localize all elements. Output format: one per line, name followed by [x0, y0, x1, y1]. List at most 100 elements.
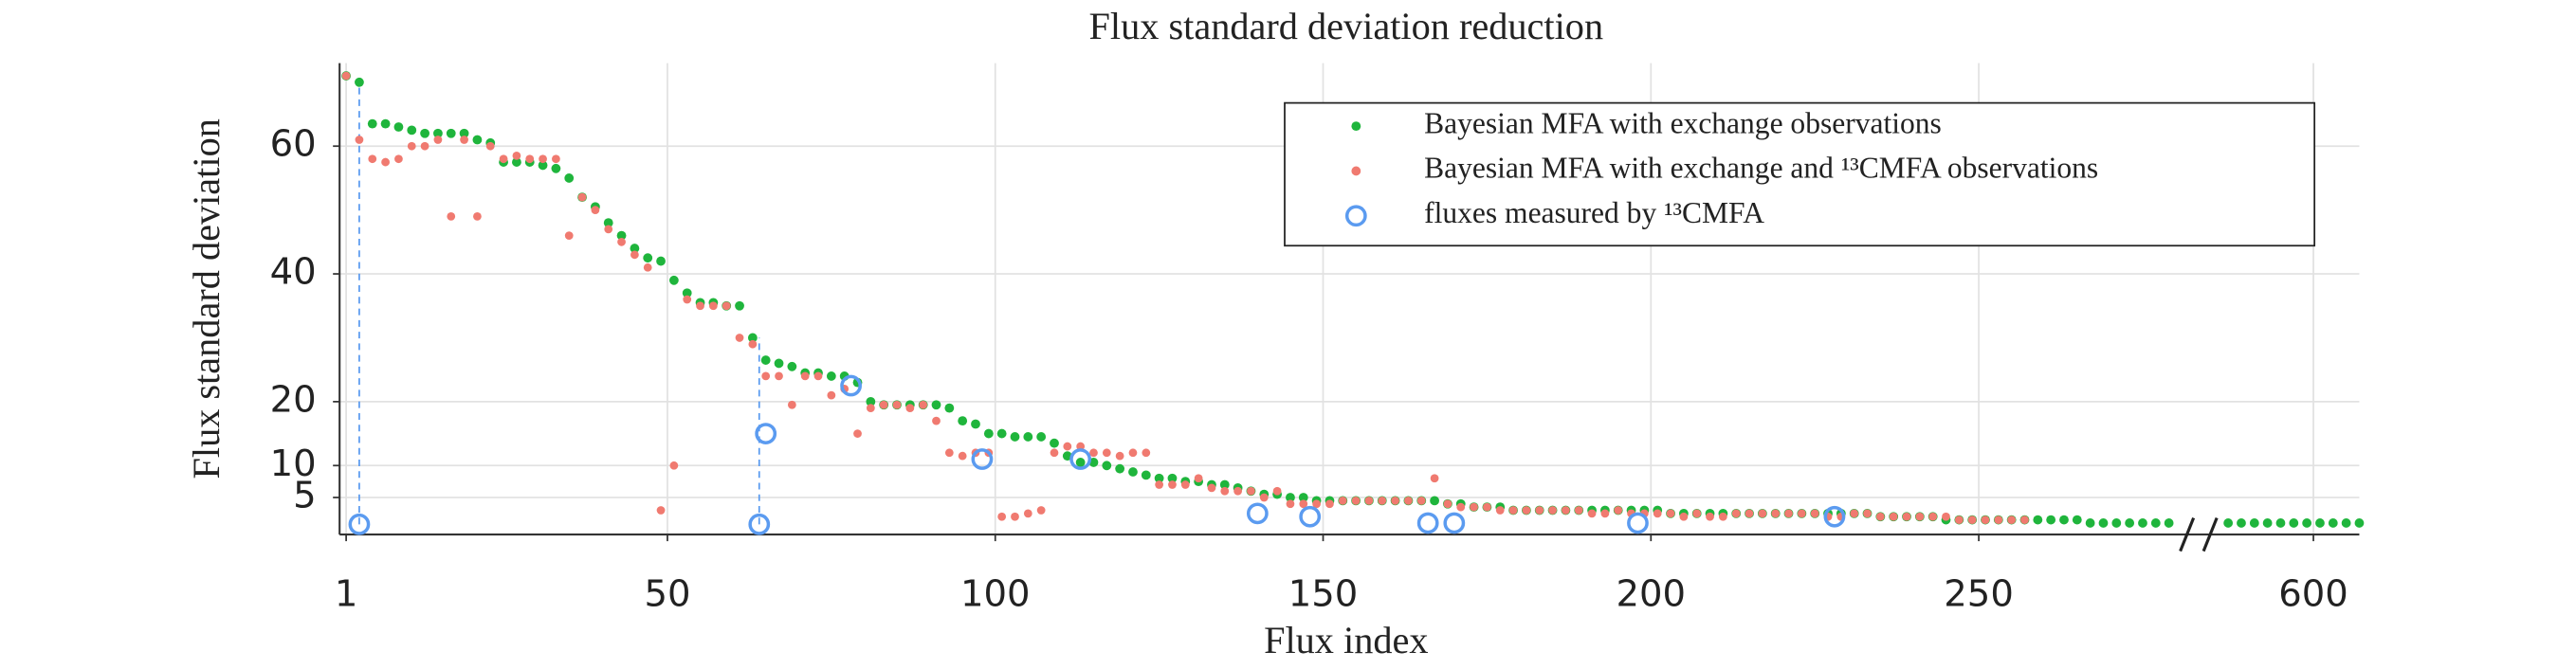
data-point [696, 301, 704, 311]
data-point [983, 428, 994, 439]
data-point [971, 419, 980, 429]
measured-flux-marker [840, 374, 862, 397]
data-point [512, 157, 521, 167]
x-axis-label: Flux index [1264, 619, 1428, 661]
data-point [2059, 515, 2069, 525]
data-point [407, 141, 416, 151]
measured-flux-marker [1823, 505, 1846, 528]
data-point [958, 451, 967, 461]
data-point [1102, 448, 1111, 458]
data-point [1194, 474, 1203, 483]
data-point [459, 128, 469, 138]
data-point [564, 173, 575, 183]
data-point [1666, 509, 1675, 518]
measured-flux-marker [1416, 512, 1439, 534]
data-point [1692, 509, 1702, 518]
x-tick-label: 150 [1288, 572, 1359, 615]
data-point [1075, 458, 1086, 467]
data-point [2341, 518, 2351, 528]
data-point [1115, 451, 1124, 461]
measured-flux-marker [1443, 512, 1466, 534]
data-point [1023, 509, 1032, 518]
data-point [407, 125, 417, 136]
data-point [1863, 509, 1872, 518]
data-point [380, 118, 391, 129]
data-point [787, 361, 797, 371]
data-point [341, 71, 351, 81]
data-point [485, 141, 495, 151]
y-tick-label: 40 [270, 251, 317, 294]
data-point [761, 371, 771, 381]
data-point [879, 400, 888, 409]
data-point [1220, 486, 1230, 496]
data-point [2262, 518, 2273, 528]
measured-flux-marker [1246, 502, 1269, 525]
data-point [355, 77, 364, 87]
data-point [2138, 518, 2147, 528]
data-point [1784, 509, 1793, 518]
data-point [1981, 515, 1990, 524]
data-point [682, 288, 692, 298]
data-point [1259, 493, 1269, 502]
data-point [617, 237, 626, 246]
data-point [1050, 438, 1059, 448]
data-point [1430, 496, 1439, 506]
data-point [944, 448, 954, 458]
data-point [1745, 509, 1754, 518]
data-point [2164, 518, 2174, 528]
data-point [2085, 518, 2095, 528]
data-point [1286, 499, 1295, 509]
data-point [1128, 467, 1138, 477]
data-point [1562, 506, 1570, 515]
data-point [1614, 506, 1623, 515]
data-point [577, 192, 587, 202]
data-point [1338, 496, 1347, 505]
data-point [433, 136, 443, 144]
data-point [1272, 486, 1282, 496]
data-point [472, 135, 483, 145]
y-tick-label: 5 [293, 474, 317, 516]
legend-marker [1344, 205, 1367, 227]
data-point [1718, 512, 1727, 521]
data-point [643, 253, 653, 263]
axis-break-mark [2201, 516, 2219, 552]
data-point [1168, 480, 1177, 489]
data-point [1679, 512, 1689, 521]
data-point [1758, 509, 1767, 518]
data-point [381, 157, 390, 167]
data-point [1810, 509, 1819, 518]
legend-label: Bayesian MFA with exchange and ¹³CMFA ob… [1424, 152, 2098, 185]
data-point [1495, 506, 1505, 515]
data-point [1430, 474, 1439, 483]
data-point [1088, 458, 1099, 467]
data-point [446, 128, 456, 138]
data-point [2098, 518, 2109, 528]
data-point [1115, 463, 1125, 474]
data-point [1286, 493, 1295, 502]
data-point [787, 400, 796, 409]
chart-title: Flux standard deviation reduction [1089, 5, 1604, 47]
data-point [656, 256, 666, 266]
data-point [748, 339, 758, 349]
data-point [447, 211, 456, 221]
data-point [420, 128, 429, 138]
data-point [735, 300, 744, 311]
data-point [760, 355, 771, 365]
data-point [1180, 480, 1190, 489]
data-point [1942, 512, 1950, 521]
data-point [1470, 502, 1478, 512]
data-point [368, 154, 377, 164]
data-point [393, 122, 404, 132]
x-tick-label: 50 [644, 572, 690, 615]
data-point [552, 154, 560, 164]
measured-flux-marker [755, 423, 777, 444]
data-point [2125, 518, 2135, 528]
data-point [1063, 442, 1072, 451]
data-point [1167, 473, 1178, 483]
data-point [892, 400, 902, 409]
data-point [1312, 499, 1321, 509]
data-point [1207, 483, 1216, 493]
data-point [905, 404, 915, 412]
data-point [630, 244, 640, 253]
data-point [1378, 496, 1387, 505]
